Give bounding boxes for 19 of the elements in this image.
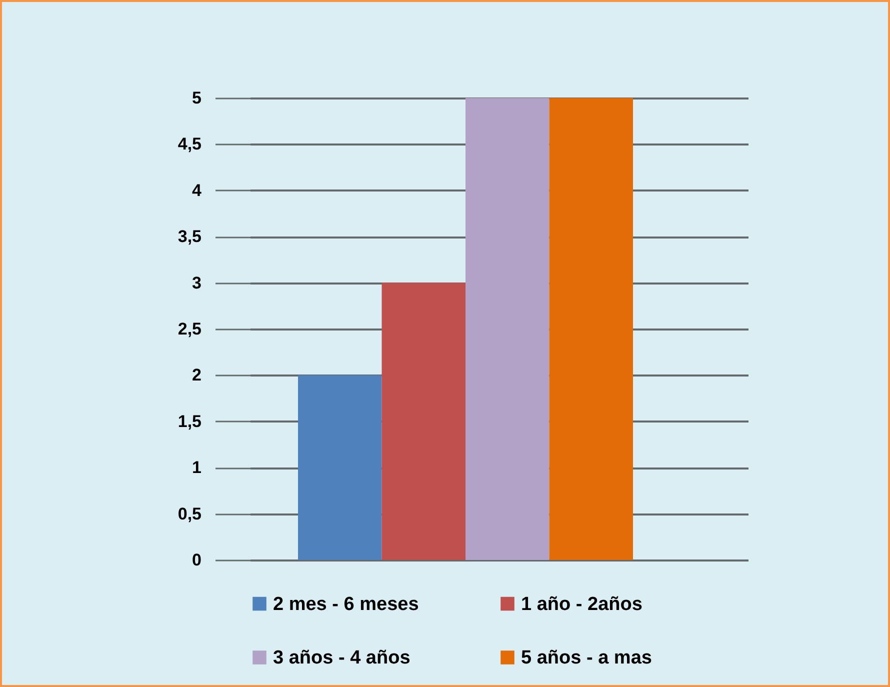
bar	[298, 375, 382, 560]
bar	[466, 98, 550, 560]
legend-label: 1 año - 2años	[521, 594, 642, 615]
y-tick-label: 3	[192, 273, 202, 292]
y-tick-label: 5	[192, 88, 202, 108]
y-tick-label: 2	[192, 366, 202, 385]
bar	[549, 98, 633, 560]
y-tick-label: 0	[192, 550, 202, 570]
bar	[382, 282, 466, 560]
y-tick-label: 2,5	[178, 320, 202, 338]
legend-label: 5 años - a mas	[521, 648, 652, 668]
y-tick-label: 4,5	[178, 134, 202, 154]
y-tick-label: 4	[192, 180, 202, 200]
y-tick-label: 3,5	[178, 227, 202, 246]
y-tick-label: 1	[192, 458, 202, 478]
legend-label: 2 mes - 6 meses	[273, 594, 419, 615]
y-tick-label: 1,5	[178, 412, 202, 431]
y-tick-label: 0,5	[178, 504, 202, 524]
legend-label: 3 años - 4 años	[273, 648, 410, 668]
